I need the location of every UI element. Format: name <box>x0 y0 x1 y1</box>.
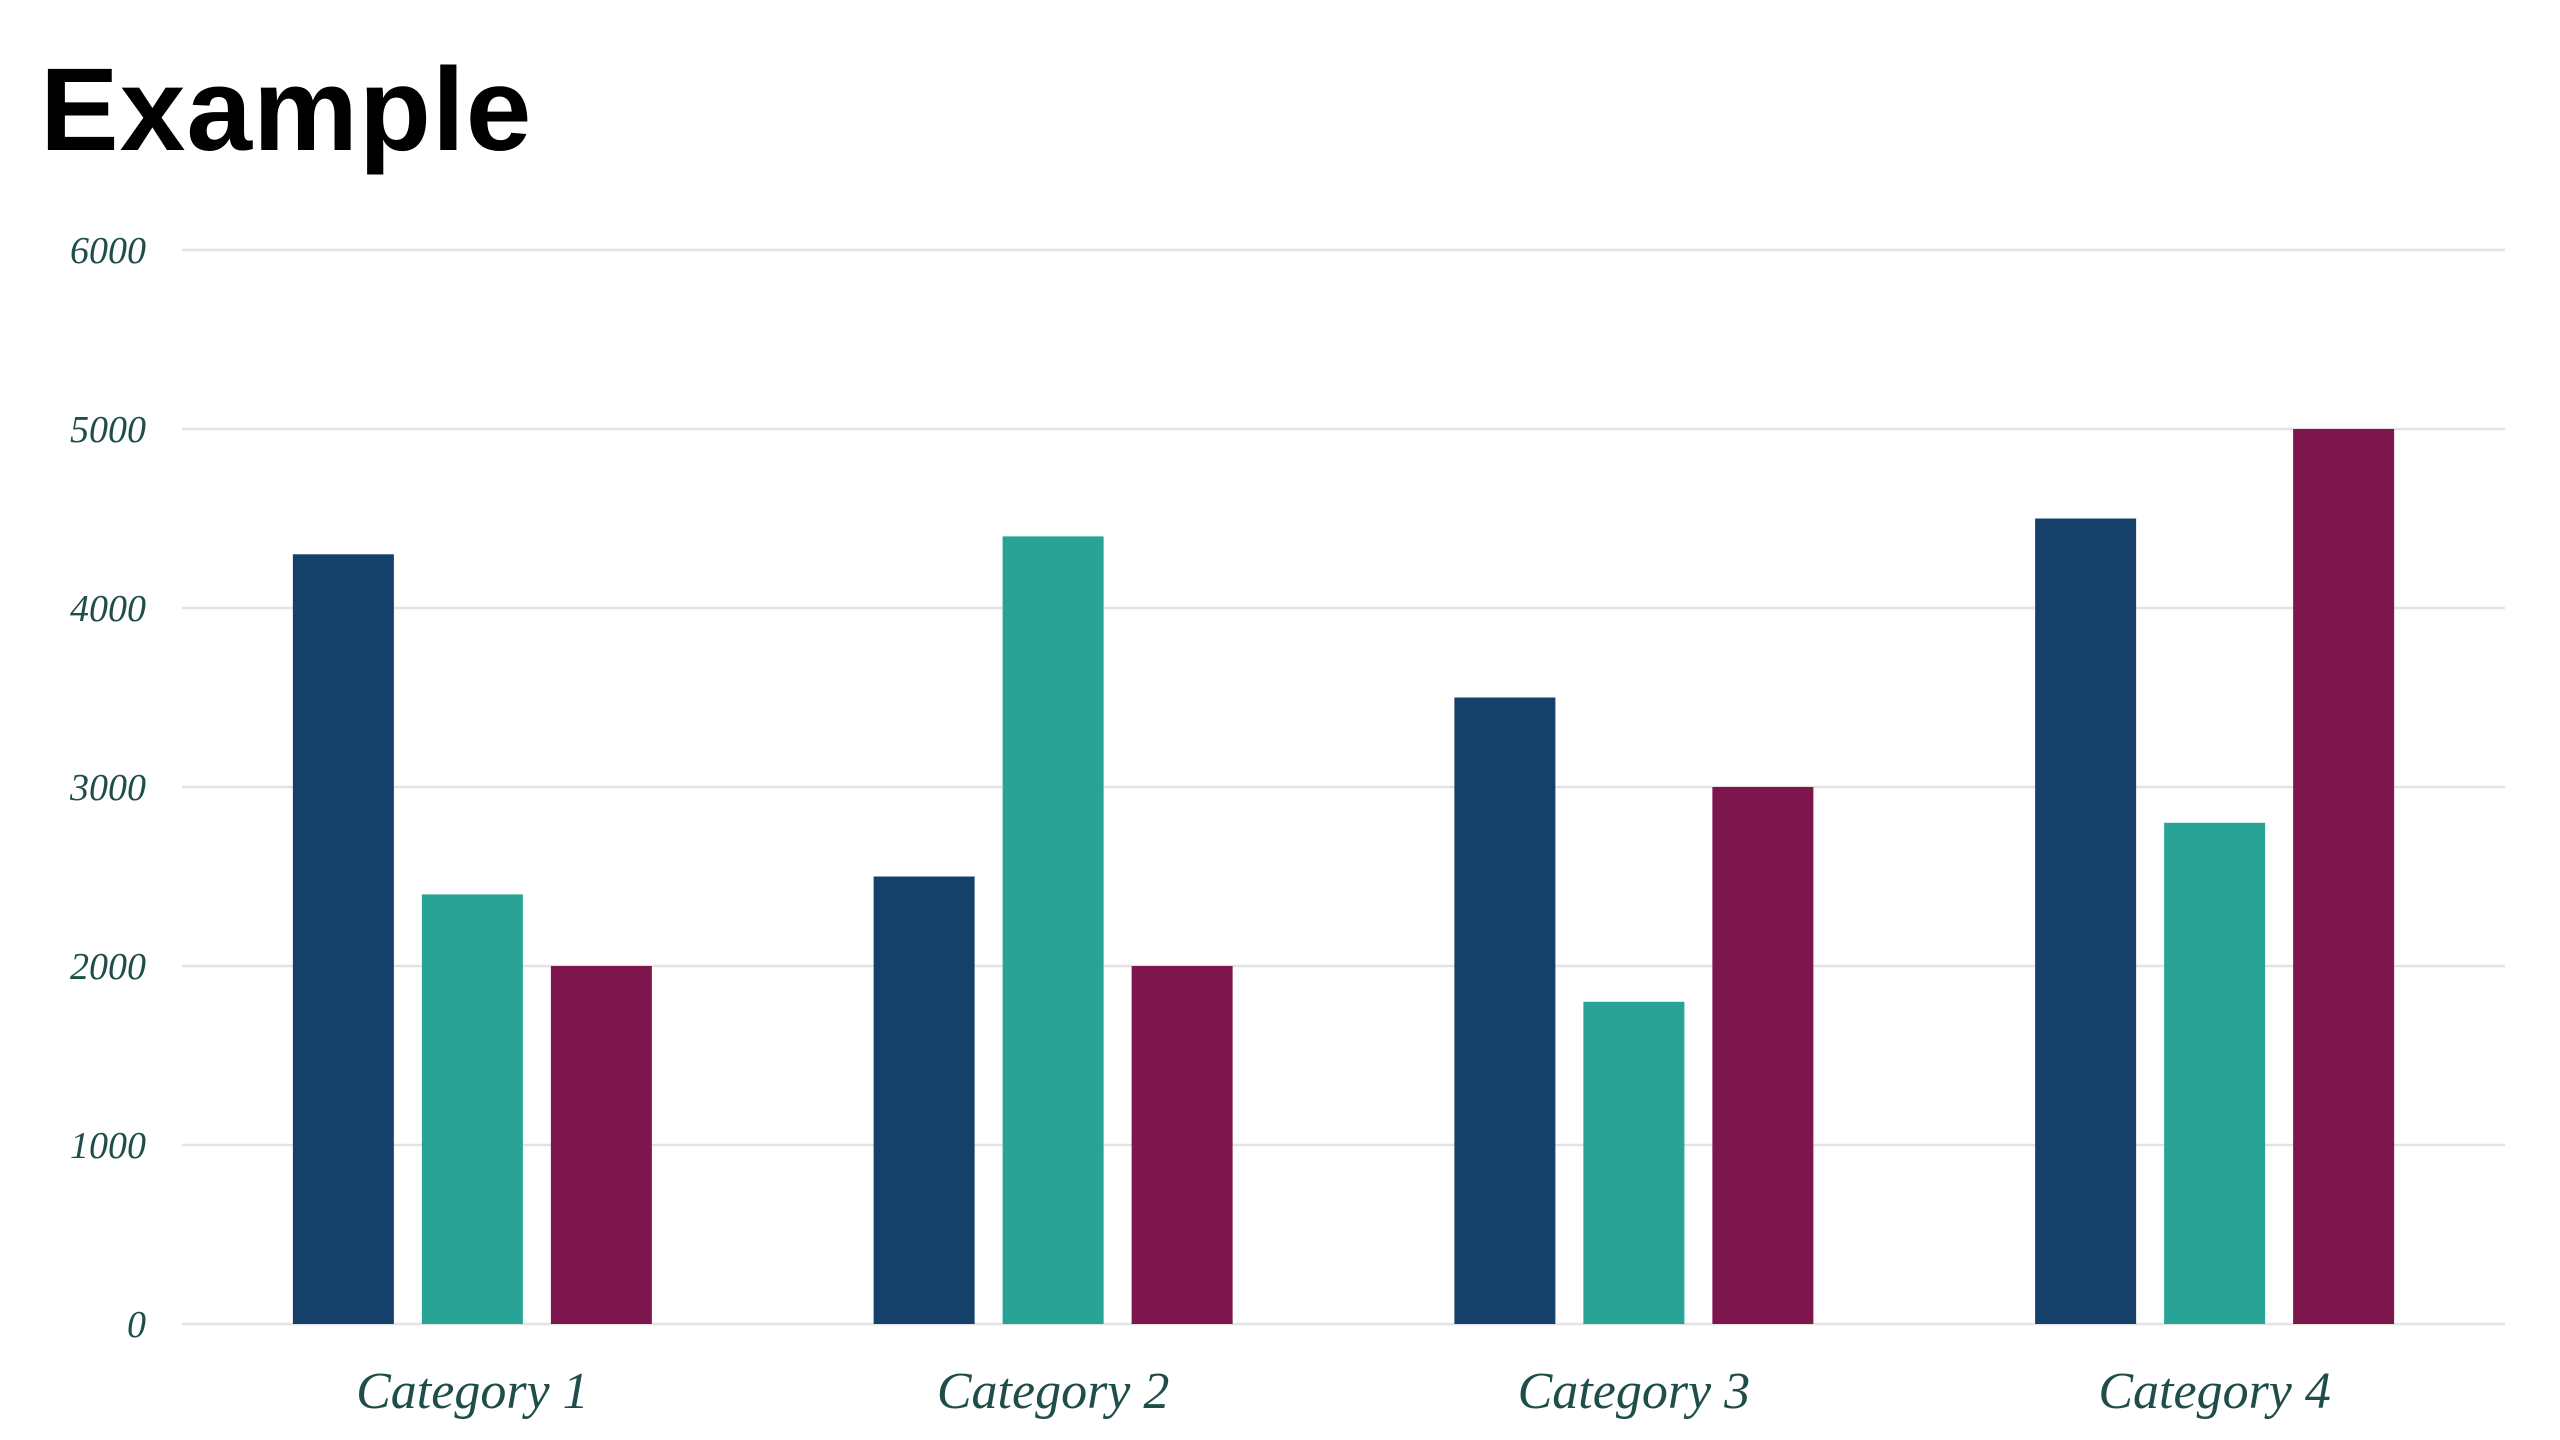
bar <box>1583 1001 1685 1324</box>
bar <box>1712 787 1814 1324</box>
y-tick-label: 5000 <box>70 409 146 451</box>
bar <box>292 554 394 1324</box>
y-tick-label: 6000 <box>70 230 146 272</box>
y-axis-ticks: 0 1000 2000 3000 4000 5000 6000 <box>69 230 146 1346</box>
y-tick-label: 1000 <box>70 1125 146 1167</box>
chart-title: Example <box>40 44 533 176</box>
bar <box>2164 822 2266 1324</box>
y-tick-label: 2000 <box>70 946 146 988</box>
x-tick-label: Category 3 <box>1518 1363 1751 1420</box>
y-tick-label: 0 <box>127 1304 146 1346</box>
gridlines <box>182 248 2505 1326</box>
x-tick-label: Category 4 <box>2098 1363 2331 1420</box>
x-axis-ticks: Category 1 Category 2 Category 3 Category 4 <box>356 1363 2331 1420</box>
bar <box>1002 536 1104 1324</box>
bar <box>1131 966 1233 1324</box>
y-tick-label: 3000 <box>69 767 146 809</box>
y-tick-label: 4000 <box>70 588 146 630</box>
bar <box>2035 518 2137 1324</box>
bar <box>421 894 523 1324</box>
x-tick-label: Category 2 <box>937 1363 1170 1420</box>
x-tick-label: Category 1 <box>356 1363 589 1420</box>
bar <box>873 876 975 1324</box>
bar <box>1454 697 1556 1324</box>
bars <box>292 429 2395 1324</box>
bar <box>2293 429 2395 1324</box>
bar <box>550 966 652 1324</box>
